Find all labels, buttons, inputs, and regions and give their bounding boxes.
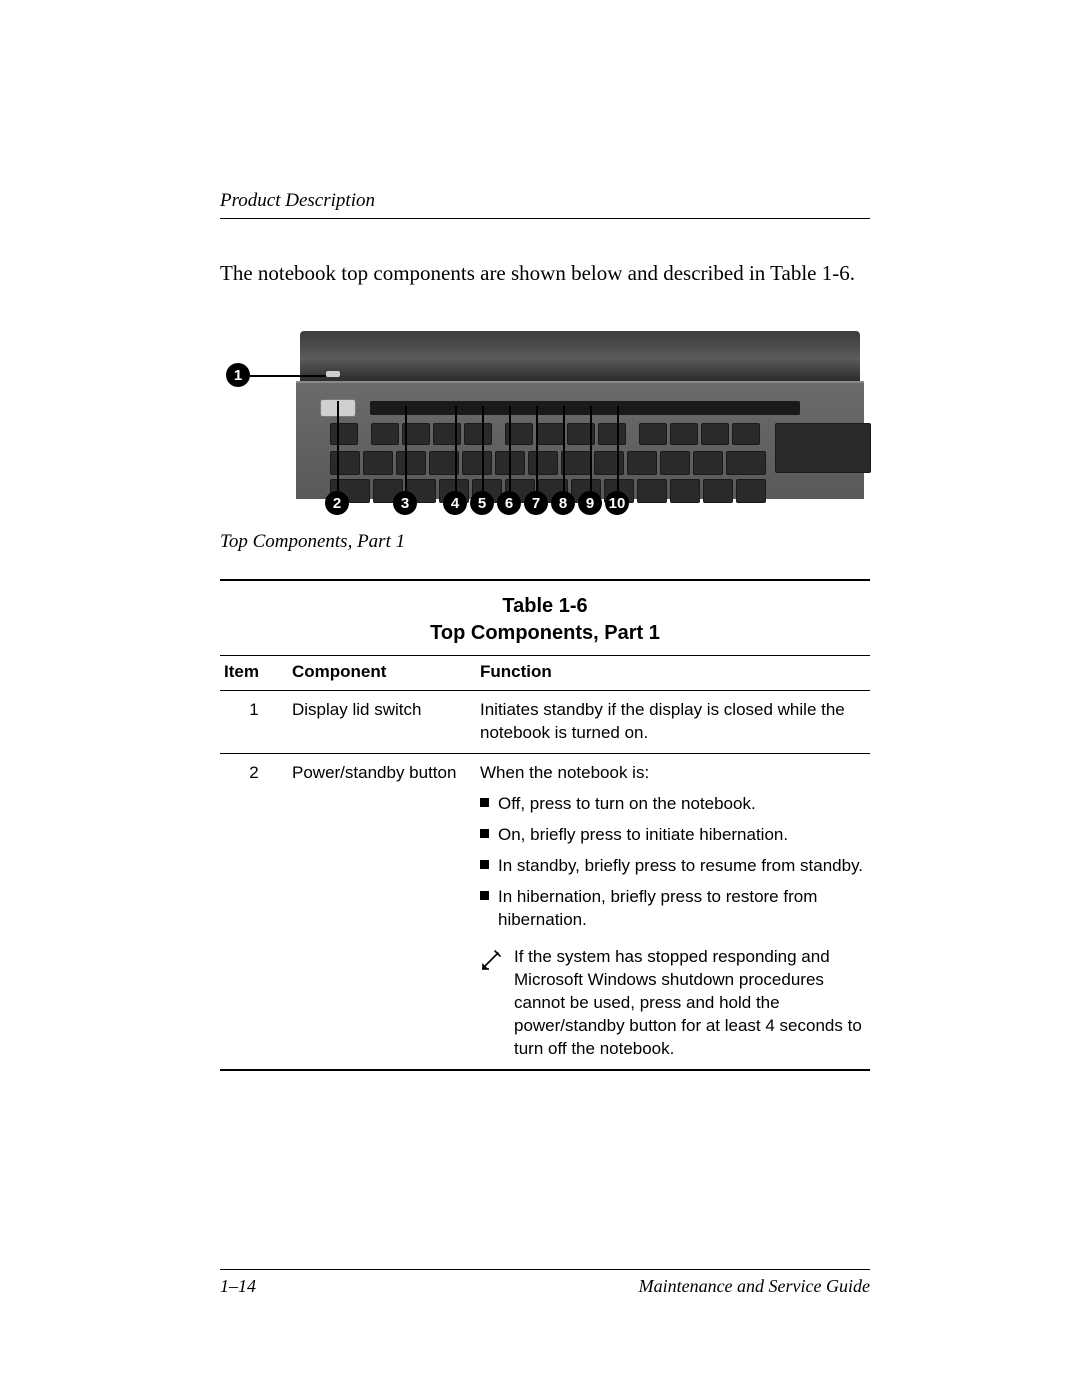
- callout-line: [509, 406, 511, 491]
- cell-function: When the notebook is: Off, press to turn…: [476, 754, 870, 1070]
- table-number: Table 1-6: [220, 595, 870, 618]
- callout-bubble-4: 4: [443, 491, 467, 515]
- callout-line: [250, 375, 326, 377]
- th-function: Function: [476, 656, 870, 691]
- lid-switch-marker: [326, 371, 340, 377]
- key: [371, 423, 399, 445]
- table-title: Top Components, Part 1: [220, 622, 870, 645]
- key: [726, 451, 766, 475]
- key: [598, 423, 626, 445]
- key: [639, 423, 667, 445]
- header-rule: [220, 218, 870, 219]
- key: [736, 479, 766, 503]
- table-row: 1 Display lid switch Initiates standby i…: [220, 691, 870, 754]
- key-row-num: [330, 451, 766, 475]
- key: [528, 451, 558, 475]
- callout-bubble-2: 2: [325, 491, 349, 515]
- th-item: Item: [220, 656, 288, 691]
- key: [396, 451, 426, 475]
- footer-doc-title: Maintenance and Service Guide: [639, 1276, 870, 1297]
- key: [330, 451, 360, 475]
- callout-line: [482, 406, 484, 491]
- callout-line: [617, 406, 619, 491]
- callout-line: [563, 406, 565, 491]
- key: [703, 479, 733, 503]
- key: [462, 451, 492, 475]
- callout-bubble-6: 6: [497, 491, 521, 515]
- key: [693, 451, 723, 475]
- page-footer: 1–14 Maintenance and Service Guide: [220, 1269, 870, 1297]
- cell-item: 2: [220, 754, 288, 1070]
- key: [670, 479, 700, 503]
- key: [363, 451, 393, 475]
- laptop-figure: 1 2 3 4 5 6 7 8 9 10: [220, 331, 860, 521]
- callout-bubble-8: 8: [551, 491, 575, 515]
- key: [637, 479, 667, 503]
- status-strip: [370, 401, 800, 415]
- key: [627, 451, 657, 475]
- intro-paragraph: The notebook top components are shown be…: [220, 259, 870, 287]
- bullet: In standby, briefly press to resume from…: [480, 855, 866, 878]
- bullet: In hibernation, briefly press to restore…: [480, 886, 866, 932]
- callout-bubble-3: 3: [393, 491, 417, 515]
- function-bullets: Off, press to turn on the notebook. On, …: [480, 793, 866, 932]
- note-block: If the system has stopped responding and…: [480, 946, 866, 1061]
- key-cluster: [775, 423, 871, 473]
- components-table: Item Component Function 1 Display lid sw…: [220, 655, 870, 1070]
- note-icon: [480, 946, 504, 1061]
- callout-line: [455, 406, 457, 491]
- bullet: Off, press to turn on the notebook.: [480, 793, 866, 816]
- key: [660, 451, 690, 475]
- th-component: Component: [288, 656, 476, 691]
- figure-caption: Top Components, Part 1: [220, 531, 870, 553]
- note-text: If the system has stopped responding and…: [514, 946, 866, 1061]
- key: [561, 451, 591, 475]
- cell-component: Power/standby button: [288, 754, 476, 1070]
- callout-line: [536, 406, 538, 491]
- callout-bubble-7: 7: [524, 491, 548, 515]
- key: [594, 451, 624, 475]
- callout-line: [337, 401, 339, 491]
- callout-bubble-1: 1: [226, 363, 250, 387]
- callout-bubble-10: 10: [605, 491, 629, 515]
- table-row: 2 Power/standby button When the notebook…: [220, 754, 870, 1070]
- callout-line: [590, 406, 592, 491]
- key: [433, 423, 461, 445]
- key: [464, 423, 492, 445]
- key: [330, 423, 358, 445]
- cell-item: 1: [220, 691, 288, 754]
- callout-line: [405, 406, 407, 491]
- key: [536, 423, 564, 445]
- footer-page-number: 1–14: [220, 1276, 256, 1297]
- footer-rule: [220, 1269, 870, 1270]
- bullet: On, briefly press to initiate hibernatio…: [480, 824, 866, 847]
- key: [701, 423, 729, 445]
- cell-function: Initiates standby if the display is clos…: [476, 691, 870, 754]
- callout-bubble-5: 5: [470, 491, 494, 515]
- function-intro: When the notebook is:: [480, 763, 649, 782]
- callout-bubble-9: 9: [578, 491, 602, 515]
- running-title: Product Description: [220, 190, 870, 212]
- cell-component: Display lid switch: [288, 691, 476, 754]
- laptop-hinge: [300, 331, 860, 381]
- key: [670, 423, 698, 445]
- key: [732, 423, 760, 445]
